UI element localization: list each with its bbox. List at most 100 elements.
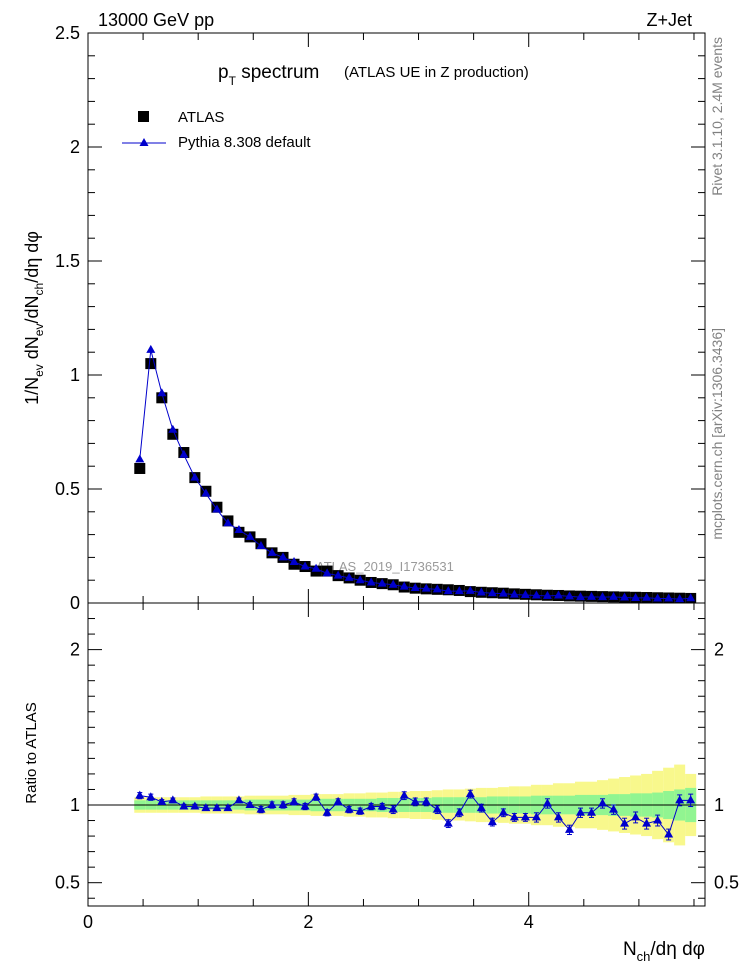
main-y-tick-label: 0: [70, 593, 80, 613]
ratio-pythia-point: [245, 800, 255, 808]
ratio-x-tick-label: 0: [83, 912, 93, 932]
pythia-point: [542, 590, 552, 599]
ratio-pythia-point: [344, 804, 354, 813]
pythia-point: [157, 388, 167, 397]
main-y-tick-label: 2: [70, 137, 80, 157]
ratio-pythia-point: [179, 801, 189, 810]
ratio-pythia-point: [399, 790, 409, 799]
pythia-point: [421, 583, 431, 592]
ratio-pythia-point: [575, 807, 585, 816]
pythia-point: [278, 552, 288, 561]
pythia-point: [631, 592, 641, 601]
pythia-point: [686, 593, 696, 602]
header-left: 13000 GeV pp: [98, 10, 214, 30]
ratio-pythia-point: [201, 803, 211, 812]
x-axis-label: Nch/dη dφ: [623, 939, 705, 964]
pythia-point: [664, 593, 674, 602]
ratio-pythia-point: [553, 812, 563, 821]
pythia-point: [289, 556, 299, 565]
pythia-point: [212, 504, 222, 513]
pythia-point: [223, 518, 233, 527]
atlas-data-point: [134, 462, 146, 474]
ratio-pythia-point: [289, 796, 299, 805]
ratio-pythia-point: [234, 795, 244, 804]
pythia-point: [520, 590, 530, 599]
pythia-point: [311, 563, 321, 572]
legend-pythia-label: Pythia 8.308 default: [178, 134, 311, 151]
ratio-pythia-point: [366, 801, 376, 810]
ratio-y-tick-label-right: 2: [714, 640, 724, 660]
ratio-pythia-point: [146, 792, 156, 801]
ratio-pythia-point: [542, 798, 552, 807]
ratio-pythia-point: [476, 803, 486, 812]
ratio-pythia-point: [664, 829, 674, 838]
ratio-pythia-point: [212, 803, 222, 812]
legend-pythia-marker: [139, 138, 149, 146]
pythia-point: [355, 575, 365, 584]
ratio-y-axis-label: Ratio to ATLAS: [23, 702, 40, 803]
ratio-plot-frame: [87, 602, 706, 907]
pythia-point: [653, 593, 663, 602]
pythia-point: [487, 588, 497, 597]
pythia-point: [146, 344, 156, 353]
pythia-point: [344, 572, 354, 581]
ratio-pythia-point: [157, 796, 167, 805]
pythia-point: [454, 586, 464, 595]
pythia-point: [234, 525, 244, 534]
watermark: ATLAS_2019_I1736531: [316, 559, 454, 574]
header-right: Z+Jet: [646, 10, 692, 30]
main-series: [134, 344, 697, 603]
pythia-point: [333, 570, 343, 579]
ratio-pythia-point: [421, 796, 431, 805]
atlas-data-point: [145, 358, 157, 370]
ratio-pythia-point: [564, 824, 574, 833]
pythia-point: [168, 424, 178, 433]
pythia-point: [553, 590, 563, 599]
ratio-pythia-point: [322, 807, 332, 816]
ratio-pythia-point: [410, 796, 420, 805]
pythia-point: [432, 584, 442, 593]
pythia-point: [675, 594, 685, 603]
main-y-tick-label: 2.5: [55, 23, 80, 43]
pythia-point: [609, 591, 619, 600]
main-y-tick-label: 0.5: [55, 479, 80, 499]
ratio-pythia-point: [454, 807, 464, 816]
rivet-version-text: Rivet 3.1.10, 2.4M events: [709, 37, 725, 196]
pythia-point: [620, 592, 630, 601]
pythia-point: [300, 561, 310, 570]
pythia-point: [476, 587, 486, 596]
ratio-pythia-point: [609, 804, 619, 813]
ratio-axis-ticks: 0.5 0.5 1 1 2 2 0 2 4: [55, 603, 739, 932]
legend-atlas-marker: [138, 111, 149, 122]
pythia-point: [377, 578, 387, 587]
legend-atlas-label: ATLAS: [178, 109, 224, 126]
pythia-point: [642, 592, 652, 601]
plot-title: pT spectrum: [218, 62, 319, 88]
ratio-pythia-point: [388, 804, 398, 813]
ratio-pythia-point: [256, 804, 266, 813]
pythia-point: [201, 488, 211, 497]
pythia-point: [564, 591, 574, 600]
ratio-pythia-point: [333, 796, 343, 805]
ratio-pythia-point: [620, 818, 630, 827]
ratio-y-tick-label: 2: [70, 640, 80, 660]
ratio-pythia-point: [377, 801, 387, 810]
atlas-data-point: [156, 392, 168, 404]
ratio-pythia-point: [675, 795, 685, 804]
ratio-x-tick-label: 2: [303, 912, 313, 932]
ratio-pythia-point: [686, 795, 696, 804]
ratio-pythia-point: [223, 803, 233, 812]
ratio-pythia-point: [642, 818, 652, 827]
ratio-pythia-point: [135, 790, 145, 799]
pythia-point: [256, 541, 266, 549]
ratio-pythia-point: [432, 804, 442, 813]
pythia-point: [388, 579, 398, 588]
ratio-pythia-point: [465, 789, 475, 798]
ratio-pythia-point: [278, 800, 288, 808]
pythia-point: [498, 588, 508, 597]
pythia-point: [245, 531, 255, 540]
pythia-point: [531, 590, 541, 599]
ratio-pythia-point: [355, 806, 365, 815]
ratio-pythia-point: [311, 792, 321, 801]
